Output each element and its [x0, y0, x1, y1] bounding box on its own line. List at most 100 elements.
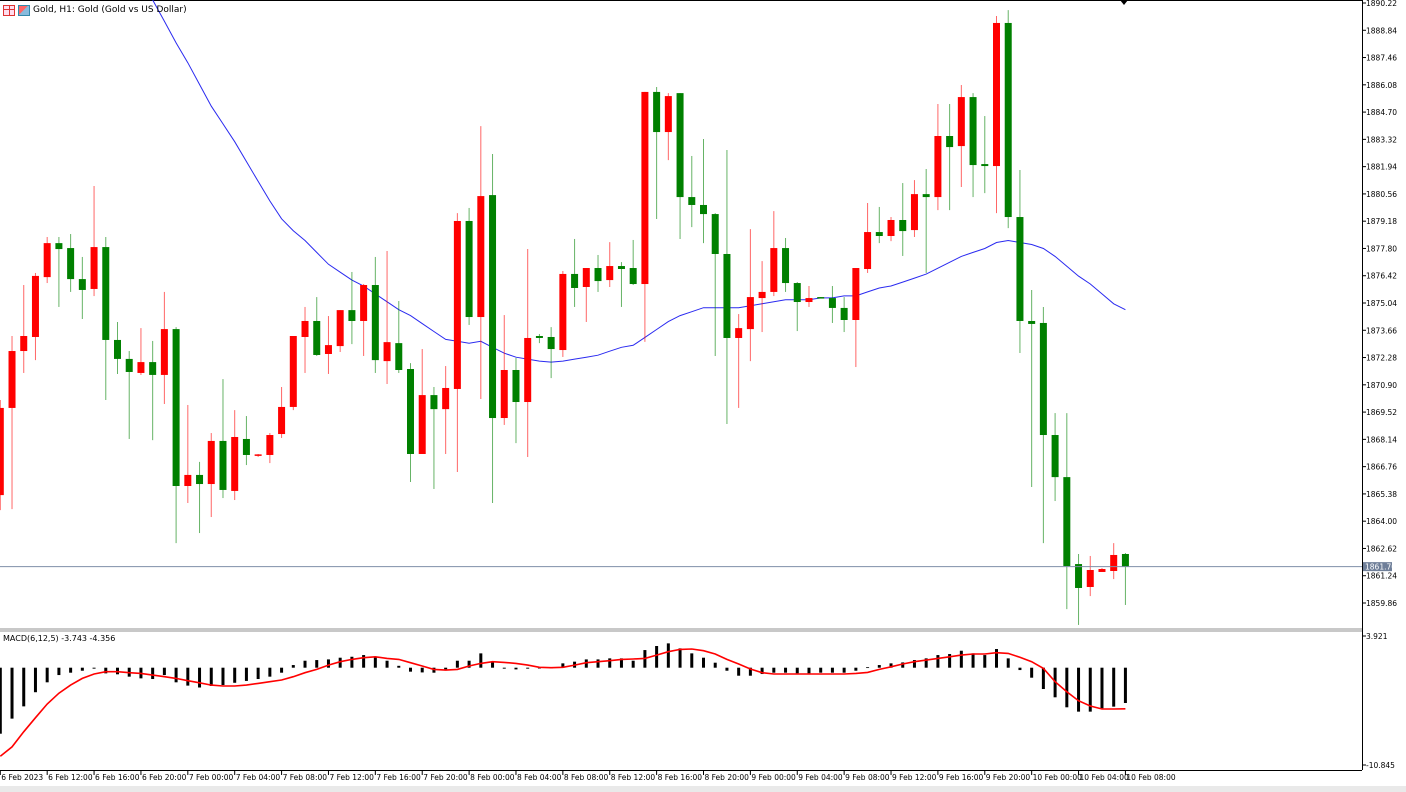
macd-histogram-bar: [280, 667, 284, 673]
candle-body: [55, 243, 63, 250]
candle-body: [149, 362, 157, 375]
candle-body: [946, 136, 954, 148]
horizontal-scrollbar[interactable]: [0, 786, 1406, 792]
macd-histogram-bar: [397, 665, 401, 668]
macd-histogram-bar: [819, 667, 823, 673]
macd-histogram-bar: [854, 667, 858, 671]
macd-histogram-bar: [104, 667, 108, 674]
macd-histogram-bar: [924, 658, 928, 668]
candle-body: [254, 454, 262, 456]
candle-body: [711, 214, 719, 254]
macd-histogram-bar: [69, 667, 73, 673]
macd-histogram-bar: [702, 657, 705, 668]
candle-body: [793, 283, 801, 303]
candle-body: [723, 253, 731, 338]
candle-bullish: [606, 242, 614, 287]
candle-bullish: [664, 93, 672, 161]
candle-bearish: [1121, 553, 1129, 605]
macd-histogram-bar: [57, 667, 61, 676]
grid-icon[interactable]: [3, 4, 15, 16]
candle-bearish: [828, 286, 836, 323]
candle-bearish: [653, 86, 661, 220]
candle-body: [910, 194, 918, 231]
candle-body: [231, 436, 239, 491]
macd-histogram-bar: [174, 667, 178, 683]
macd-histogram-bar: [80, 667, 84, 671]
candle-body: [383, 342, 391, 362]
time-tick-label: 9 Feb 20:00: [986, 773, 1031, 782]
macd-histogram-bar: [807, 667, 811, 674]
candle-bullish: [301, 306, 309, 373]
candle-body: [688, 197, 696, 205]
macd-histogram-bar: [889, 663, 893, 668]
time-tick-label: 8 Feb 08:00: [564, 773, 609, 782]
macd-axis: 3.921 -10.845: [1362, 632, 1395, 770]
candle-bearish: [395, 301, 403, 373]
candle-body: [735, 328, 743, 338]
candle-body: [875, 232, 883, 237]
macd-histogram-bar: [936, 655, 940, 668]
candle-body: [571, 273, 579, 288]
macd-histogram-bar: [303, 660, 307, 668]
candle-body: [207, 440, 215, 485]
price-tick-label: 1870.90: [1366, 381, 1397, 390]
candle-bearish: [219, 379, 227, 499]
candle-bearish: [629, 239, 637, 286]
panel-divider[interactable]: [0, 628, 1362, 632]
macd-histogram-bar: [326, 659, 330, 668]
candle-bearish: [711, 213, 719, 356]
macd-histogram-bar: [772, 667, 776, 673]
candle-bearish: [196, 461, 204, 534]
macd-histogram-bar: [444, 667, 448, 670]
candle-bearish: [969, 93, 977, 198]
time-tick-label: 10 Feb 04:00: [1080, 773, 1129, 782]
moving-average-layer: [152, 0, 1126, 363]
chart-shift-marker-icon[interactable]: [1120, 0, 1128, 5]
macd-tick-label: -10.845: [1366, 761, 1395, 770]
macd-histogram-bar: [256, 667, 260, 680]
candle-body: [1028, 320, 1036, 324]
candle-bullish: [360, 284, 368, 356]
candle-body: [828, 298, 836, 308]
candle-bullish: [20, 285, 28, 373]
candle-body: [1098, 569, 1106, 572]
candle-bearish: [489, 153, 497, 503]
candle-body: [43, 243, 51, 278]
candle-bullish: [266, 433, 274, 464]
macd-histogram-bar: [455, 660, 459, 668]
time-tick-label: 6 Feb 12:00: [48, 773, 93, 782]
candle-body: [8, 351, 16, 408]
price-tick-label: 1872.28: [1366, 354, 1397, 363]
macd-histogram-bar: [901, 662, 905, 668]
price-tick-label: 1866.76: [1366, 463, 1397, 472]
macd-histogram-bar: [92, 667, 96, 669]
candle-body: [371, 285, 379, 361]
candle-bearish: [78, 256, 86, 320]
macd-histogram-bar: [268, 667, 272, 677]
candle-body: [465, 220, 473, 318]
chart-header: Gold, H1: Gold (Gold vs US Dollar): [3, 3, 187, 17]
macd-histogram-bar: [1112, 667, 1116, 707]
macd-histogram-bar: [373, 656, 377, 668]
candle-body: [899, 219, 907, 232]
macd-histogram-bar: [186, 667, 190, 686]
candle-body: [266, 435, 274, 455]
candle-bullish: [231, 410, 239, 501]
price-tick-label: 1886.08: [1366, 81, 1397, 90]
chart-icon[interactable]: [18, 4, 30, 16]
candle-bearish: [407, 363, 414, 483]
candle-bullish: [90, 186, 98, 297]
candle-body: [1016, 217, 1024, 321]
macd-histogram-bar: [420, 667, 424, 673]
candle-body: [957, 97, 965, 147]
candle-body: [407, 369, 414, 454]
candle-body: [348, 310, 356, 321]
macd-histogram-bar: [877, 665, 881, 668]
macd-histogram-bar: [1088, 667, 1092, 712]
macd-histogram-bar: [584, 659, 588, 668]
symbol-title: Gold, H1: Gold (Gold vs US Dollar): [33, 5, 187, 15]
macd-indicator-label: MACD(6,12,5) -3.743 -4.356: [3, 634, 116, 643]
macd-histogram-bar: [502, 667, 506, 669]
candle-bullish: [0, 400, 4, 511]
